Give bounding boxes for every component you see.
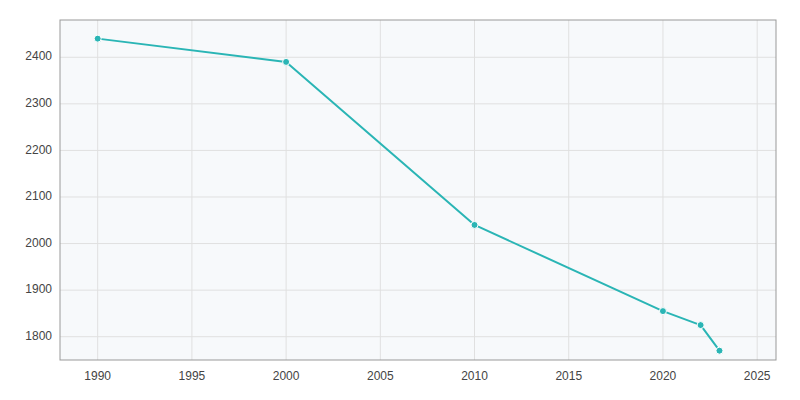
tick-labels: 1990 1995 2000 2005 2010 2015 2020 2025 1800 1900… xyxy=(25,49,771,383)
point xyxy=(659,308,666,315)
point xyxy=(283,58,290,65)
x-tick-label: 2005 xyxy=(367,369,394,383)
x-grid-line xyxy=(97,20,98,360)
y-grid-line xyxy=(60,150,776,151)
y-grid-line xyxy=(60,57,776,58)
chart-container: 1990 1995 2000 2005 2010 2015 2020 2025 1800 1900… xyxy=(0,0,800,400)
y-tick-label: 2100 xyxy=(25,189,52,203)
plot-frame xyxy=(60,20,776,360)
x-tick-label: 2015 xyxy=(555,369,582,383)
x-grid-line xyxy=(568,20,569,360)
x-grid-line xyxy=(191,20,192,360)
plot-background xyxy=(60,20,776,360)
grid xyxy=(60,20,776,360)
x-tick-label: 2020 xyxy=(650,369,677,383)
chart-svg: 1990 1995 2000 2005 2010 2015 2020 2025 1800 1900… xyxy=(0,0,800,400)
y-grid-line xyxy=(60,336,776,337)
y-grid-line xyxy=(60,290,776,291)
y-tick-label: 2000 xyxy=(25,236,52,250)
y-grid-line xyxy=(60,243,776,244)
x-tick-label: 2025 xyxy=(744,369,771,383)
x-grid-line xyxy=(286,20,287,360)
x-tick-label: 1995 xyxy=(179,369,206,383)
y-tick-label: 1800 xyxy=(25,329,52,343)
x-grid-line xyxy=(474,20,475,360)
x-tick-label: 2010 xyxy=(461,369,488,383)
y-tick-label: 2400 xyxy=(25,49,52,63)
x-grid-line xyxy=(380,20,381,360)
point xyxy=(471,221,478,228)
y-tick-label: 1900 xyxy=(25,282,52,296)
x-tick-label: 2000 xyxy=(273,369,300,383)
line xyxy=(98,39,720,351)
point xyxy=(697,322,704,329)
x-tick-label: 1990 xyxy=(84,369,111,383)
y-grid-line xyxy=(60,196,776,197)
data-group xyxy=(94,35,723,354)
point xyxy=(94,35,101,42)
y-tick-label: 2200 xyxy=(25,143,52,157)
point xyxy=(716,347,723,354)
y-tick-label: 2300 xyxy=(25,96,52,110)
x-grid-line xyxy=(757,20,758,360)
y-grid-line xyxy=(60,103,776,104)
